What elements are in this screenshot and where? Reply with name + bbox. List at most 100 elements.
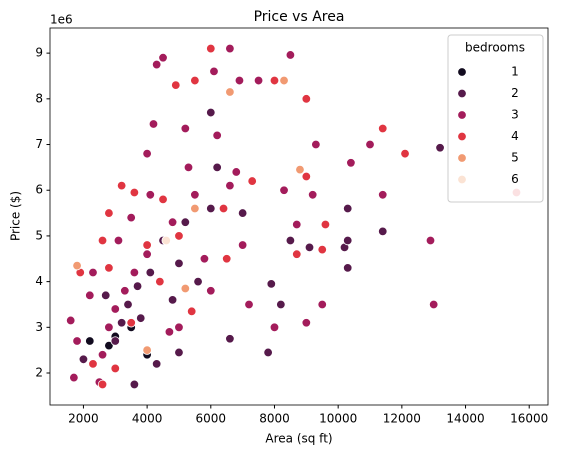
point bbox=[174, 231, 184, 241]
point bbox=[428, 299, 439, 310]
point bbox=[171, 80, 181, 90]
y-tick-label: 5 bbox=[35, 228, 43, 242]
point bbox=[269, 75, 280, 86]
point bbox=[247, 176, 257, 186]
point bbox=[72, 336, 82, 346]
point bbox=[85, 290, 95, 301]
x-tick-label: 6000 bbox=[196, 412, 227, 426]
point bbox=[199, 254, 210, 264]
point bbox=[145, 267, 156, 278]
point bbox=[378, 226, 388, 237]
point bbox=[320, 219, 331, 230]
point bbox=[307, 190, 318, 200]
point bbox=[276, 299, 286, 310]
x-tick-label: 8000 bbox=[259, 412, 290, 426]
legend-label: 3 bbox=[511, 108, 519, 122]
point bbox=[101, 290, 111, 301]
point bbox=[158, 194, 168, 205]
point bbox=[186, 306, 197, 317]
point bbox=[237, 208, 248, 218]
point bbox=[148, 119, 159, 129]
point bbox=[234, 75, 245, 86]
legend-marker bbox=[457, 131, 467, 142]
point bbox=[180, 217, 191, 227]
point bbox=[158, 53, 168, 63]
point bbox=[343, 235, 353, 246]
legend-marker bbox=[457, 110, 467, 120]
point bbox=[104, 208, 114, 218]
y-axis-label: Price ($) bbox=[9, 191, 23, 241]
point bbox=[142, 148, 152, 159]
point bbox=[113, 235, 124, 246]
point bbox=[104, 340, 114, 351]
point bbox=[167, 295, 178, 305]
point bbox=[225, 43, 235, 54]
point bbox=[206, 203, 216, 214]
point bbox=[129, 187, 140, 198]
point bbox=[301, 318, 312, 328]
point bbox=[225, 87, 235, 97]
point bbox=[110, 363, 120, 374]
point bbox=[269, 322, 280, 333]
point bbox=[174, 347, 184, 358]
chart-title: Price vs Area bbox=[254, 9, 345, 25]
point bbox=[110, 336, 120, 346]
point bbox=[266, 279, 276, 289]
point bbox=[263, 347, 273, 358]
legend-marker bbox=[457, 88, 467, 99]
point bbox=[292, 249, 302, 259]
point bbox=[116, 318, 127, 328]
point bbox=[104, 263, 114, 273]
point bbox=[65, 315, 76, 326]
point bbox=[120, 286, 130, 296]
point bbox=[400, 148, 410, 159]
point bbox=[279, 75, 289, 86]
plot-frame bbox=[49, 27, 549, 406]
point bbox=[85, 336, 95, 346]
point bbox=[253, 75, 264, 86]
legend-title: bedrooms bbox=[465, 41, 525, 55]
legend-label: 2 bbox=[511, 86, 519, 100]
point bbox=[136, 313, 146, 323]
point bbox=[225, 180, 235, 191]
point bbox=[132, 281, 143, 291]
point bbox=[145, 190, 156, 200]
point bbox=[142, 345, 152, 355]
point bbox=[301, 94, 312, 104]
point bbox=[69, 372, 79, 383]
point bbox=[155, 276, 165, 287]
point bbox=[183, 162, 194, 173]
point bbox=[343, 263, 353, 273]
legend-label: 6 bbox=[511, 172, 519, 186]
point bbox=[231, 167, 241, 177]
x-axis-label: Area (sq ft) bbox=[265, 432, 332, 446]
point bbox=[78, 354, 89, 365]
point bbox=[212, 130, 222, 141]
x-tick-label: 14000 bbox=[446, 412, 484, 426]
point bbox=[116, 180, 127, 191]
point bbox=[285, 50, 296, 60]
legend-marker bbox=[457, 67, 467, 77]
point bbox=[225, 334, 235, 344]
point bbox=[151, 359, 162, 369]
point bbox=[129, 379, 140, 390]
point bbox=[142, 240, 152, 250]
point bbox=[301, 171, 312, 182]
point bbox=[190, 75, 200, 86]
y-tick-label: 7 bbox=[35, 137, 43, 151]
y-offset-label: 1e6 bbox=[50, 13, 73, 27]
point bbox=[167, 217, 178, 227]
point bbox=[126, 212, 136, 223]
x-tick-label: 2000 bbox=[68, 412, 99, 426]
y-tick-label: 2 bbox=[35, 366, 43, 380]
point bbox=[206, 107, 216, 118]
point bbox=[190, 203, 200, 214]
point bbox=[425, 235, 436, 246]
point bbox=[311, 139, 321, 150]
point bbox=[161, 235, 171, 246]
point bbox=[180, 283, 191, 294]
point bbox=[222, 254, 232, 264]
point bbox=[378, 123, 388, 134]
legend-label: 1 bbox=[511, 65, 519, 79]
